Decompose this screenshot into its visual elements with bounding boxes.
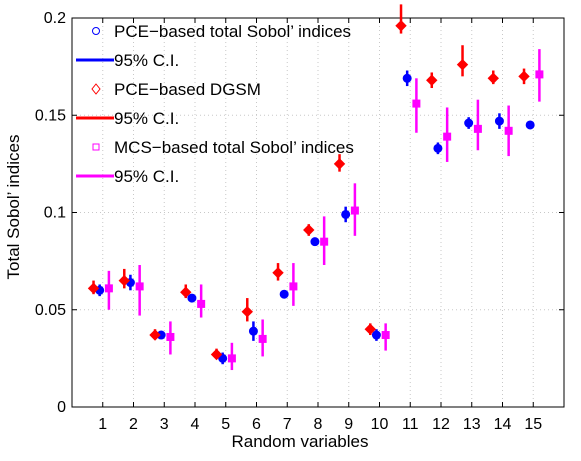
diamond-point xyxy=(149,329,161,341)
diamond-point xyxy=(364,323,376,335)
y-tick-label: 0.2 xyxy=(44,10,66,27)
x-tick-label: 9 xyxy=(344,416,353,433)
legend-label: PCE−based DGSM xyxy=(114,80,261,99)
square-point xyxy=(227,354,236,363)
legend-label: 95% C.I. xyxy=(114,109,179,128)
circle-point xyxy=(402,73,412,83)
series-circle xyxy=(95,70,535,365)
diamond-point xyxy=(118,274,130,287)
x-tick-label: 5 xyxy=(221,416,230,433)
grid xyxy=(72,17,564,408)
y-tick-label: 0.05 xyxy=(35,302,66,319)
square-point xyxy=(412,99,421,108)
square-point xyxy=(381,331,390,340)
circle-point xyxy=(279,289,289,299)
diamond-point xyxy=(210,348,223,361)
x-tick-label: 8 xyxy=(314,416,323,433)
x-tick-label: 4 xyxy=(191,416,200,433)
legend-label: 95% C.I. xyxy=(114,167,179,186)
x-tick-label: 13 xyxy=(463,416,481,433)
circle-point xyxy=(494,116,504,126)
legend-label: MCS−based total Sobol’ indices xyxy=(114,138,354,157)
x-tick-label: 2 xyxy=(129,416,138,433)
x-tick-label: 12 xyxy=(432,416,450,433)
circle-point xyxy=(433,143,443,153)
legend-label: 95% C.I. xyxy=(114,51,179,70)
diamond-point xyxy=(395,20,407,32)
square-point xyxy=(166,332,175,341)
square-point xyxy=(320,237,329,246)
diamond-point xyxy=(518,70,530,83)
x-axis-label: Random variables xyxy=(231,432,368,451)
diamond-point xyxy=(180,286,192,298)
y-axis-label: Total Sobol’ indices xyxy=(4,135,23,280)
legend-square-icon xyxy=(92,143,100,151)
plot-frame xyxy=(71,17,565,408)
y-tick-label: 0.1 xyxy=(44,205,66,222)
square-point xyxy=(535,70,544,79)
x-tick-label: 14 xyxy=(494,416,512,433)
legend-diamond-icon xyxy=(91,83,101,95)
x-tick-label: 15 xyxy=(524,416,542,433)
x-tick-label: 1 xyxy=(98,416,107,433)
series-diamond xyxy=(87,4,530,361)
diamond-point xyxy=(487,72,499,85)
x-tick-label: 11 xyxy=(402,416,419,433)
diamond-point xyxy=(87,282,100,295)
diamond-point xyxy=(272,267,284,279)
x-tick-label: 3 xyxy=(160,416,169,433)
diamond-point xyxy=(426,74,438,86)
x-tick-label: 6 xyxy=(252,416,261,433)
circle-point xyxy=(248,326,258,336)
plot-area xyxy=(87,4,544,371)
x-tick-label: 10 xyxy=(371,416,389,433)
square-point xyxy=(104,284,113,293)
y-tick-label: 0.15 xyxy=(35,107,66,124)
square-point xyxy=(197,299,206,308)
x-tick-label: 7 xyxy=(283,416,292,433)
square-point xyxy=(258,334,267,343)
legend-label: PCE−based total Sobol’ indices xyxy=(114,22,351,41)
square-point xyxy=(350,206,359,215)
legend-circle-icon xyxy=(92,27,100,35)
circle-point xyxy=(525,120,535,130)
square-point xyxy=(473,124,482,133)
square-point xyxy=(289,282,298,291)
circle-point xyxy=(187,293,197,303)
circle-point xyxy=(341,209,351,219)
diamond-point xyxy=(333,158,346,170)
circle-point xyxy=(371,330,381,340)
square-point xyxy=(443,132,452,141)
diamond-point xyxy=(241,305,253,318)
square-point xyxy=(135,282,144,291)
circle-point xyxy=(218,353,228,363)
series-square xyxy=(104,49,544,371)
legend: PCE−based total Sobol’ indices 95% C.I. PC… xyxy=(76,22,354,186)
circle-point xyxy=(310,237,320,247)
circle-point xyxy=(464,118,474,128)
y-tick-label: 0 xyxy=(57,399,66,416)
diamond-point xyxy=(303,224,315,236)
square-point xyxy=(504,126,513,135)
diamond-point xyxy=(456,58,469,71)
